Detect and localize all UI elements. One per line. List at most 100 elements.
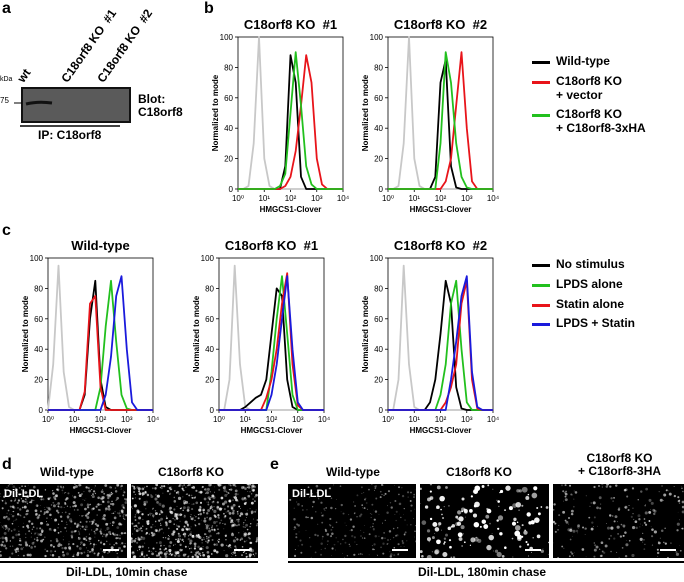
series-line: [388, 36, 493, 190]
speckle: [188, 503, 190, 504]
speckle: [76, 508, 79, 511]
speckle: [191, 486, 193, 488]
speckle: [451, 524, 456, 528]
speckle: [52, 501, 55, 504]
speckle: [136, 509, 140, 513]
speckle: [626, 495, 629, 498]
speckle: [209, 534, 212, 538]
speckle: [122, 517, 125, 519]
speckle: [23, 505, 27, 509]
speckle: [207, 501, 210, 503]
speckle: [150, 494, 152, 496]
speckle: [70, 530, 74, 534]
speckle: [438, 522, 442, 526]
speckles: [0, 483, 128, 559]
speckle: [62, 492, 64, 494]
speckle: [353, 536, 356, 539]
speckle: [489, 522, 491, 525]
speckle: [0, 492, 1, 495]
speckle: [97, 503, 100, 506]
speckle: [22, 525, 25, 528]
speckle: [612, 500, 615, 503]
speckle: [297, 545, 299, 547]
speckle: [414, 530, 416, 533]
speckle: [424, 505, 429, 509]
speckle: [681, 527, 683, 530]
speckle: [320, 512, 322, 514]
speckle: [680, 485, 682, 487]
speckle: [46, 521, 48, 523]
speckle: [469, 544, 472, 546]
speckle: [487, 484, 490, 487]
speckle: [138, 538, 141, 541]
speckle: [406, 524, 408, 526]
speckle: [79, 515, 81, 517]
speckle: [105, 540, 108, 543]
series-line: [219, 275, 324, 411]
speckle: [48, 507, 52, 511]
speckle: [56, 503, 58, 505]
speckle: [641, 524, 643, 526]
legend-swatch: [532, 283, 550, 287]
speckle: [247, 486, 251, 489]
speckle: [190, 517, 193, 521]
speckle: [232, 539, 236, 543]
speckle: [199, 512, 203, 516]
speckle: [64, 546, 67, 550]
y-tick-label: 60: [205, 315, 214, 324]
speckle: [130, 537, 133, 540]
speckle: [9, 513, 11, 515]
speckle: [314, 533, 317, 537]
speckle: [143, 555, 146, 558]
speckle: [583, 528, 585, 530]
speckle: [195, 555, 199, 559]
speckle: [34, 532, 36, 534]
speckle: [89, 503, 91, 506]
speckle: [344, 534, 347, 538]
speckle: [104, 534, 108, 537]
speckles: [552, 482, 684, 559]
speckle: [373, 518, 376, 521]
speckle: [7, 509, 10, 512]
speckle: [224, 500, 228, 504]
speckle: [135, 524, 138, 527]
speckle: [443, 537, 447, 540]
speckle: [89, 521, 91, 523]
speckle: [330, 497, 333, 499]
speckle: [99, 530, 102, 533]
speckle: [310, 556, 312, 558]
speckle: [634, 520, 638, 524]
speckle: [463, 508, 466, 511]
speckle: [632, 507, 634, 509]
speckle: [642, 541, 644, 543]
speckle: [373, 509, 375, 511]
speckle: [534, 517, 540, 523]
speckle: [613, 496, 615, 499]
speckle: [382, 542, 385, 545]
speckle: [401, 540, 404, 542]
speckle: [256, 522, 259, 525]
speckle: [496, 499, 498, 501]
speckle: [79, 521, 82, 524]
speckle: [616, 525, 620, 529]
speckle: [65, 497, 69, 500]
speckle: [211, 494, 215, 498]
speckle: [656, 548, 659, 551]
speckle: [336, 499, 337, 500]
speckle: [207, 508, 211, 512]
speckle: [445, 486, 448, 489]
speckle: [12, 510, 15, 513]
speckle: [50, 543, 53, 547]
speckle: [485, 514, 490, 519]
speckle: [173, 500, 177, 503]
speckle: [88, 537, 92, 541]
speckle: [11, 514, 15, 518]
speckle: [26, 553, 30, 557]
speckle: [144, 491, 147, 494]
speckle: [76, 545, 79, 548]
speckle: [175, 517, 179, 520]
speckle: [167, 487, 169, 489]
speckle: [68, 540, 70, 542]
speckle: [643, 539, 645, 541]
speckle: [224, 494, 228, 497]
